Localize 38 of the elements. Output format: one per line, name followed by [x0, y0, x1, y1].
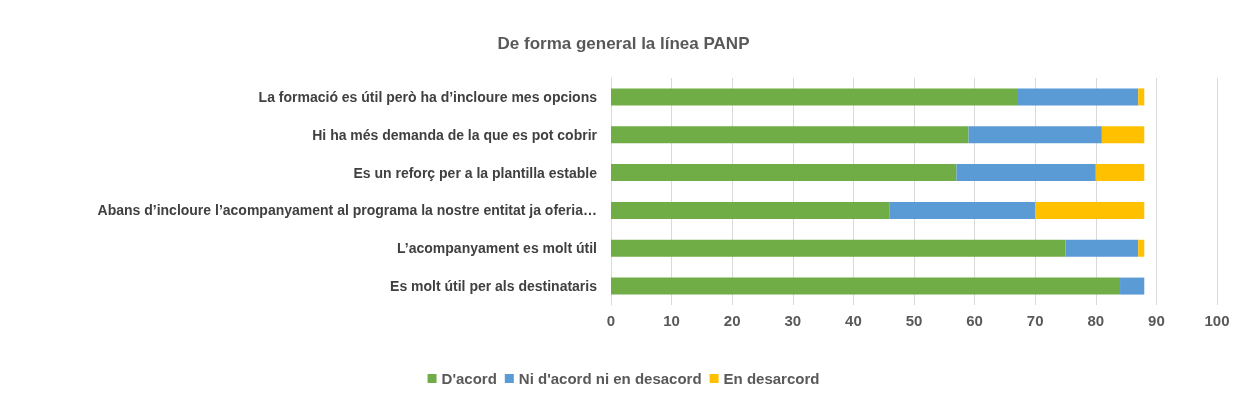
y-tick-label: Es molt útil per als destinataris [390, 278, 598, 295]
x-tick-label: 50 [905, 312, 923, 329]
legend-label: Ni d'acord ni en desacord [518, 370, 702, 387]
x-tick-label: 80 [1087, 312, 1105, 329]
y-tick-label: Hi ha més demanda de la que es pot cobrir [312, 126, 598, 143]
x-tick-label: 60 [966, 312, 983, 329]
x-tick-label: 40 [845, 312, 862, 329]
x-tick-label: 100 [1204, 312, 1230, 329]
x-tick-label: 10 [663, 312, 680, 329]
legend-label: D'acord [441, 370, 497, 387]
bar [968, 126, 1102, 144]
bar [1035, 201, 1145, 219]
bar [611, 239, 1066, 257]
bar [611, 277, 1121, 295]
chart-title: De forma general la línea PANP [497, 34, 750, 53]
bar [611, 201, 890, 219]
x-tick-label: 20 [723, 312, 741, 329]
bar [1101, 126, 1145, 144]
bar [1017, 88, 1139, 106]
bar [611, 88, 1018, 106]
x-tick-label: 30 [784, 312, 802, 329]
bar [1095, 164, 1145, 182]
y-tick-label: Abans d’incloure l’acompanyament al programa la nostre entitat ja oferia… [97, 202, 597, 219]
bar [611, 126, 969, 144]
bar [889, 201, 1036, 219]
bar [611, 164, 957, 182]
bar [1138, 88, 1145, 106]
y-tick-label: Es un reforç per a la plantilla estable [353, 164, 598, 181]
legend-label: En desarcord [723, 370, 820, 387]
bar [956, 164, 1096, 182]
bar [1120, 277, 1145, 295]
y-tick-label: La formació es útil però ha d’incloure mes opcions [258, 88, 598, 105]
x-tick-label: 70 [1026, 312, 1044, 329]
x-tick-label: 0 [606, 312, 616, 329]
y-tick-label: L’acompanyament es molt útil [397, 240, 597, 257]
x-tick-label: 90 [1148, 312, 1165, 329]
bar [1138, 239, 1145, 257]
bar [1065, 239, 1139, 257]
